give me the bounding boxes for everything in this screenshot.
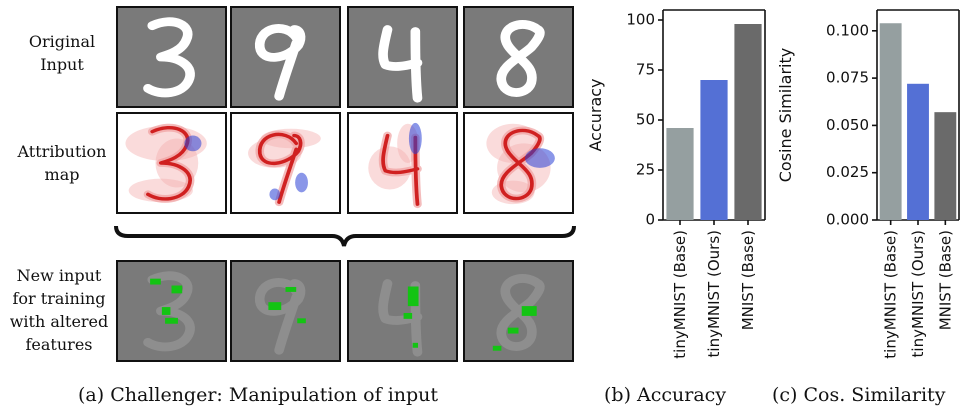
y-tick-label: 75	[636, 61, 655, 79]
altered-tile-9	[230, 260, 341, 362]
y-tick-label: 0.025	[826, 163, 869, 181]
bar-0	[666, 128, 694, 220]
x-tick-label: tinyMNIST (Base)	[882, 230, 900, 359]
x-tick-label: MNIST (Base)	[739, 230, 757, 330]
altered-image-4	[378, 279, 423, 357]
y-tick-label: 0.050	[826, 116, 869, 134]
accuracy-bar-chart: 0 25 50 75 100 Accuracy tinyMNIST (Base) tinyMN…	[586, 9, 766, 359]
original-image-8	[496, 20, 545, 97]
bar-0	[879, 23, 902, 221]
caption-panel-b: (b) Accuracy	[604, 384, 727, 406]
attribution-tile-8	[463, 112, 574, 214]
original-tile-9	[230, 6, 341, 108]
cosine-similarity-bar-chart: 0.000 0.025 0.050 0.075 0.100 Cosine Similari…	[776, 9, 960, 359]
attribution-tile-3	[116, 112, 227, 214]
original-tile-8	[463, 6, 574, 108]
y-tick-label: 100	[626, 11, 655, 29]
attribution-image-4	[368, 122, 422, 209]
bar-1	[907, 83, 929, 220]
original-image-9	[255, 24, 306, 101]
x-tick-label: tinyMNIST (Ours)	[909, 230, 927, 357]
original-image-4	[378, 25, 423, 103]
altered-tile-3	[116, 260, 227, 362]
y-tick-label: 50	[636, 111, 655, 129]
attribution-image-3	[125, 123, 207, 203]
row-label-altered: New input for training with altered feat…	[9, 266, 109, 354]
grouping-bracket	[114, 225, 576, 247]
row-label-attribution: Attribution map	[17, 142, 107, 184]
altered-tile-4	[347, 260, 458, 362]
bar-2	[734, 24, 762, 220]
altered-tile-8	[463, 260, 574, 362]
y-tick-label: 0.000	[826, 211, 869, 229]
bar-1	[700, 80, 728, 220]
y-tick-label: 0.075	[826, 69, 869, 87]
caption-panel-c: (c) Cos. Similarity	[772, 384, 946, 406]
attribution-image-9	[248, 128, 321, 207]
y-tick-label: 0.100	[826, 21, 869, 39]
y-axis-label: Cosine Similarity	[776, 48, 795, 182]
attribution-tile-9	[230, 112, 341, 214]
caption-panel-a: (a) Challenger: Manipulation of input	[78, 384, 439, 406]
attribution-tile-4	[347, 112, 458, 214]
y-tick-label: 25	[636, 161, 655, 179]
altered-image-3	[143, 271, 195, 352]
x-tick-label: MNIST (Base)	[936, 230, 954, 330]
original-tile-4	[347, 6, 458, 108]
attribution-image-8	[486, 123, 555, 205]
bar-2	[934, 112, 957, 220]
y-tick-label: 0	[645, 211, 655, 229]
x-tick-label: tinyMNIST (Ours)	[705, 230, 723, 357]
altered-image-8	[492, 274, 545, 351]
original-image-3	[143, 17, 195, 98]
altered-image-9	[255, 278, 306, 355]
y-axis-label: Accuracy	[586, 78, 605, 151]
row-label-original: Original Input	[28, 32, 96, 74]
x-tick-label: tinyMNIST (Base)	[671, 230, 689, 359]
original-tile-3	[116, 6, 227, 108]
